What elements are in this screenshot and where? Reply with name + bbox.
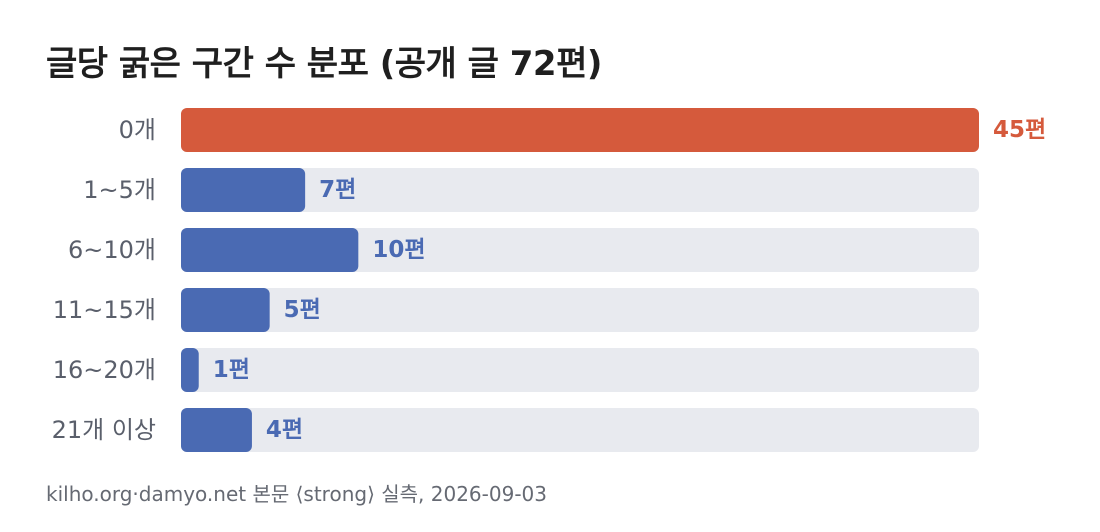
bar-track xyxy=(181,408,979,452)
bar xyxy=(181,288,270,332)
value-label: 4편 xyxy=(266,417,303,443)
category-label: 6~10개 xyxy=(68,236,156,264)
chart-title: 글당 굵은 구간 수 분포 (공개 글 72편) xyxy=(46,44,602,84)
bar-track xyxy=(181,288,979,332)
category-label: 21개 이상 xyxy=(52,416,156,444)
bar-track xyxy=(181,228,979,272)
value-label: 1편 xyxy=(213,357,250,383)
bar xyxy=(181,228,359,272)
value-label: 7편 xyxy=(319,177,356,203)
category-label: 16~20개 xyxy=(53,356,156,384)
bar-track xyxy=(181,168,979,212)
bar xyxy=(181,108,979,152)
category-label: 1~5개 xyxy=(83,176,156,204)
value-label: 45편 xyxy=(993,117,1046,143)
value-label: 5편 xyxy=(284,297,321,323)
bar-track xyxy=(181,348,979,392)
bar xyxy=(181,408,252,452)
value-label: 10편 xyxy=(372,237,425,263)
category-label: 11~15개 xyxy=(53,296,156,324)
bar xyxy=(181,348,199,392)
category-label: 0개 xyxy=(119,116,156,144)
source-note: kilho.org·damyo.net 본문 ⟨strong⟩ 실측, 2026… xyxy=(46,482,547,506)
bar xyxy=(181,168,306,212)
